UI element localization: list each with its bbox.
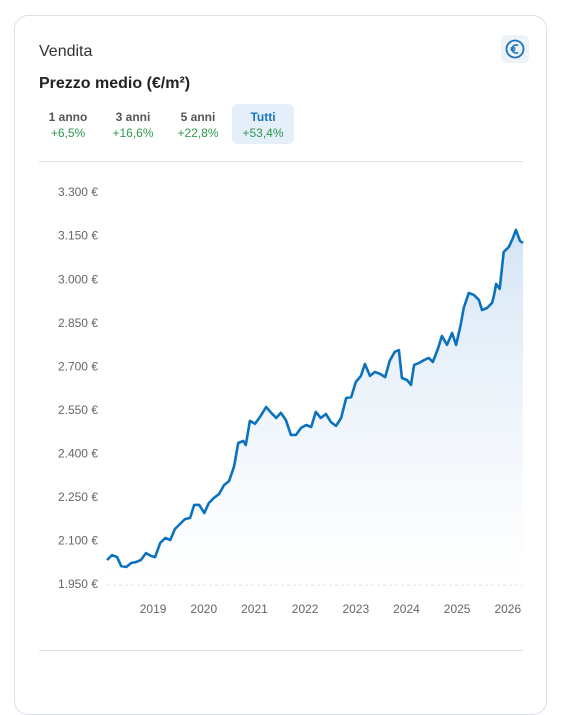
y-tick-label: 3.000 € bbox=[58, 272, 98, 286]
line bbox=[106, 228, 524, 569]
x-tick-label: 2019 bbox=[140, 602, 167, 616]
x-tick-label: 2024 bbox=[393, 602, 420, 616]
tab-label: 5 anni bbox=[180, 110, 216, 124]
x-tick-label: 2021 bbox=[241, 602, 268, 616]
tab-label: 1 anno bbox=[48, 110, 88, 124]
x-tick-label: 2020 bbox=[190, 602, 217, 616]
chart-title: Prezzo medio (€/m²) bbox=[39, 75, 191, 92]
area bbox=[107, 229, 523, 585]
section-title: Vendita bbox=[39, 43, 93, 60]
y-tick-label: 3.300 € bbox=[58, 185, 98, 199]
euro-icon bbox=[505, 39, 525, 59]
x-tick-label: 2023 bbox=[342, 602, 369, 616]
y-tick-label: 2.100 € bbox=[58, 534, 98, 548]
tabs: 1 anno +6,5% 3 anni +16,6% 5 anni +22,8% Tutti… bbox=[37, 104, 294, 144]
x-tick-label: 2026 bbox=[494, 602, 521, 616]
tab-label: 3 anni bbox=[115, 110, 151, 124]
y-tick-label: 2.850 € bbox=[58, 316, 98, 330]
tab-change: +22,8% bbox=[177, 126, 219, 140]
y-tick-label: 1.950 € bbox=[58, 577, 98, 591]
tab[interactable]: Tutti +53,4% bbox=[232, 104, 294, 144]
chart: 1.950 € 2.100 € 2.250 € 2.400 € 2.550 € 2.700… bbox=[58, 185, 524, 616]
x-tick-label: 2025 bbox=[444, 602, 471, 616]
y-tick-label: 2.250 € bbox=[58, 490, 98, 504]
tab-change: +16,6% bbox=[112, 126, 154, 140]
tab-change: +53,4% bbox=[242, 126, 284, 140]
tab-change: +6,5% bbox=[50, 126, 86, 140]
y-tick-label: 3.150 € bbox=[58, 229, 98, 243]
page: Vendita Prezzo medio (€/m²) 1 anno +6,5% 3… bbox=[14, 15, 547, 715]
y-tick-label: 2.550 € bbox=[58, 403, 98, 417]
y-tick-label: 2.400 € bbox=[58, 447, 98, 461]
x-tick-label: 2022 bbox=[292, 602, 319, 616]
divider bbox=[39, 161, 523, 162]
divider bbox=[39, 650, 523, 651]
y-tick-label: 2.700 € bbox=[58, 359, 98, 373]
tab[interactable]: 3 anni +16,6% bbox=[102, 104, 164, 144]
tab-label: Tutti bbox=[250, 110, 276, 124]
tab[interactable]: 5 anni +22,8% bbox=[167, 104, 229, 144]
tab[interactable]: 1 anno +6,5% bbox=[37, 104, 99, 144]
currency-button[interactable] bbox=[501, 35, 529, 63]
